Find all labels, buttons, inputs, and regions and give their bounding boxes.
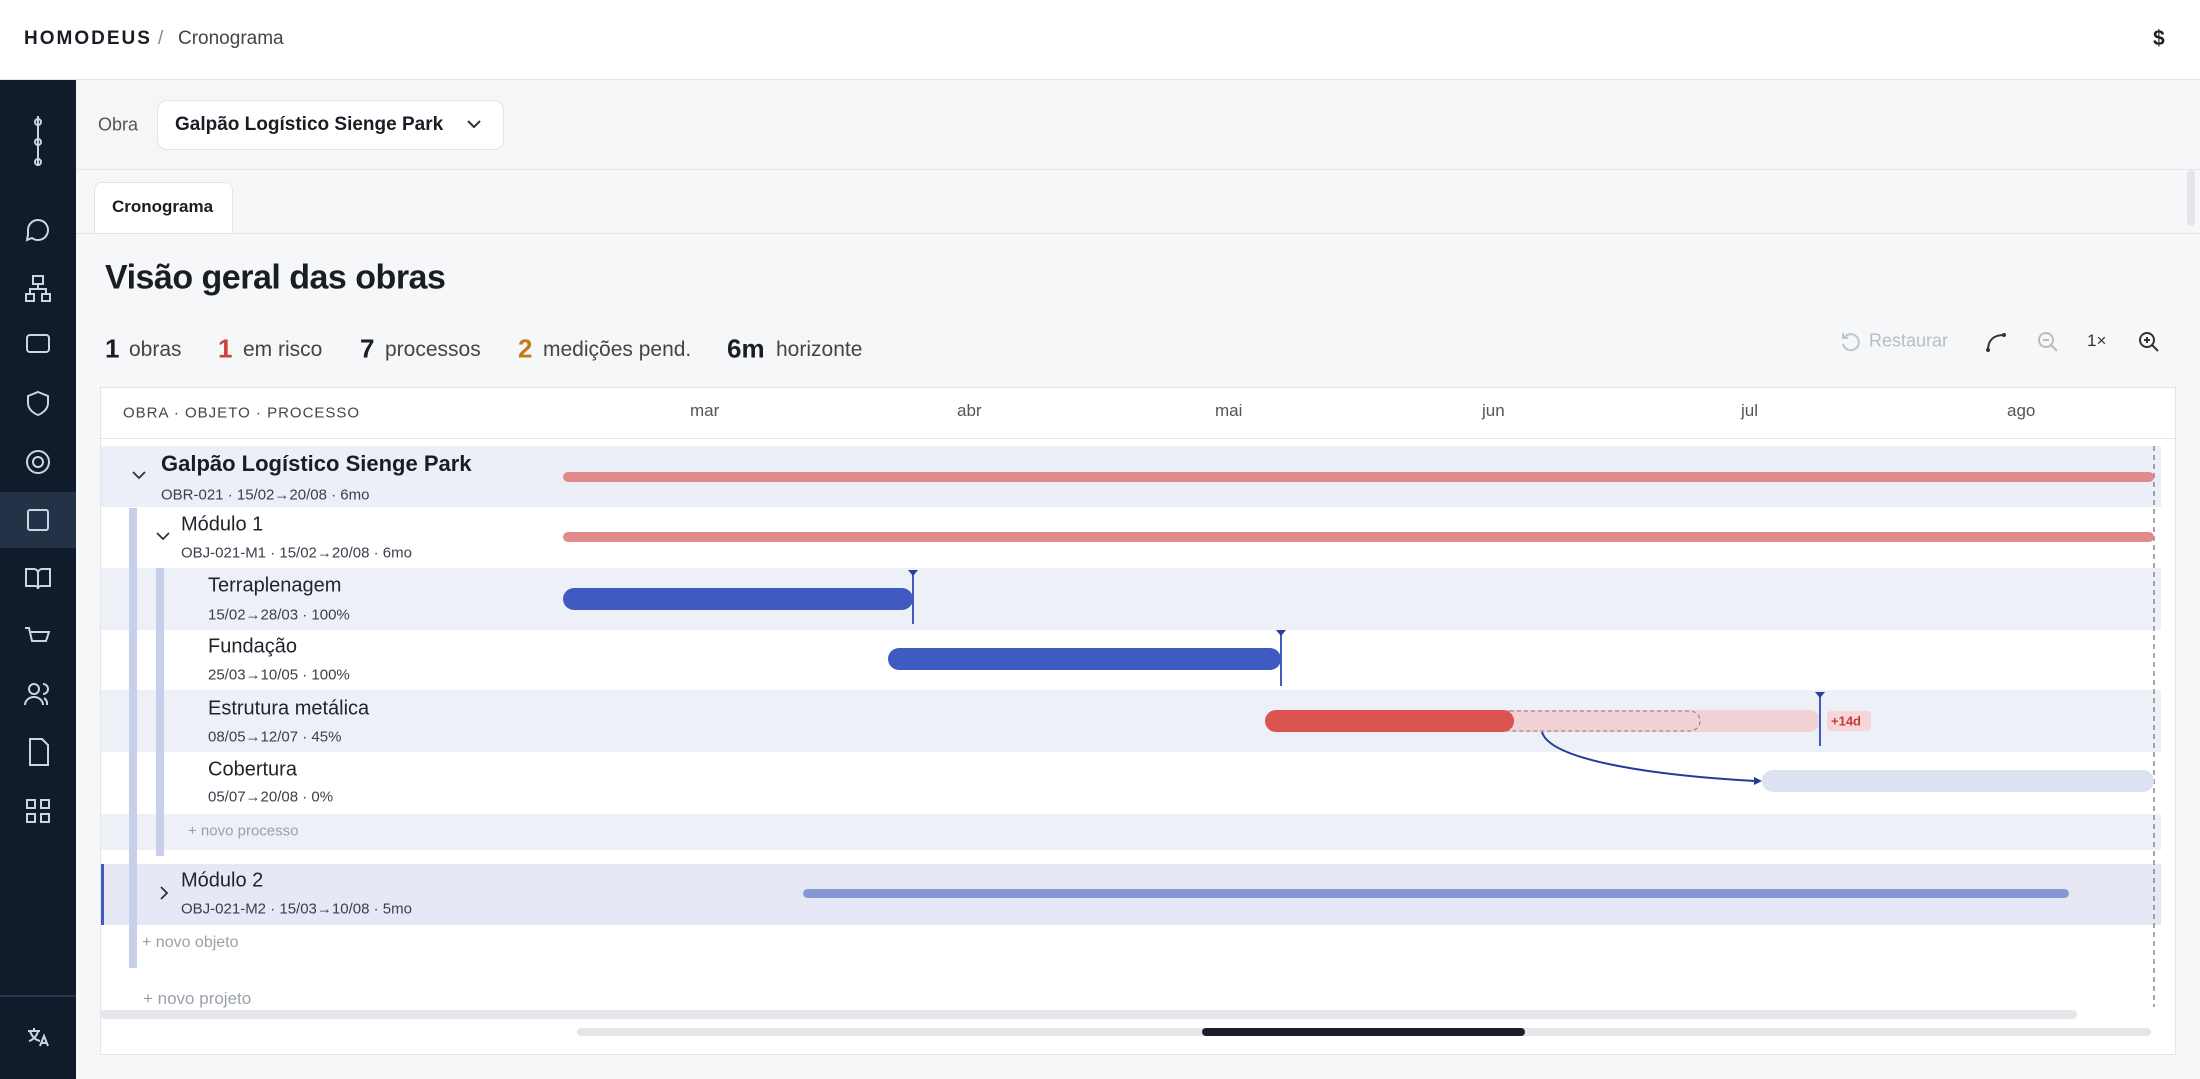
stat-label: medições pend. [543,338,692,361]
page-scrollbar[interactable] [2187,170,2195,226]
stat-value: 1 [218,333,233,364]
project-select[interactable] [157,100,504,150]
bar[interactable] [888,648,1281,670]
bar[interactable] [563,472,2154,482]
currency-button[interactable]: $ [2153,27,2165,50]
target-icon[interactable] [26,450,50,474]
month-label: jul [1741,401,1759,420]
org-icon[interactable] [25,275,51,302]
stat-label: obras [129,338,182,361]
milestone-head [1815,692,1825,698]
row-meta: 25/03→10/05 · 100% [208,666,350,684]
top-bar [0,0,2200,80]
dependency-toggle[interactable] [1984,330,2008,354]
delay-badge-label: +14d [1831,713,1861,729]
row-meta: OBJ-021-M2 · 15/03→10/08 · 5mo [181,900,412,918]
delay-badge [1827,711,1871,731]
milestone-head [1276,630,1286,636]
dependency-arrow [1754,777,1762,785]
bar[interactable] [1762,770,2154,792]
month-label: mai [1215,401,1243,420]
scrollbar-thumb[interactable] [1202,1028,1525,1036]
scrollbar-track [100,1010,2077,1019]
stat-label: em risco [243,338,323,361]
stat-value: 6m [727,333,765,364]
project-selected: Galpão Logístico Sienge Park [175,114,444,135]
add-process[interactable]: + novo processo [188,822,299,840]
bar[interactable] [803,889,2069,898]
breadcrumb-separator: / [158,28,164,49]
bar[interactable] [563,588,913,610]
stat-label: processos [385,338,481,361]
bar[interactable] [1265,710,1514,732]
expand-chevron[interactable] [160,886,169,900]
milestone-head [908,570,918,576]
row-name[interactable]: Módulo 2 [181,869,264,892]
stat-value: 1 [105,333,120,364]
stat-value: 7 [360,333,375,364]
column-header: OBRA · OBJETO · PROCESSO [123,404,361,422]
tab-border [76,233,2200,234]
row-meta: OBR-021 · 15/02→20/08 · 6mo [161,486,370,504]
wallet-icon[interactable] [26,334,50,353]
restore-button[interactable]: Restaurar [1869,330,1949,351]
cart-icon[interactable] [25,627,51,642]
apps-icon[interactable] [26,799,50,823]
row-name[interactable]: Fundação [208,635,297,658]
project-label: Obra [98,114,139,135]
breadcrumb-page: Cronograma [178,28,284,49]
users-icon[interactable] [24,683,49,706]
zoom-in[interactable] [2137,330,2161,354]
collapse-chevron[interactable] [132,471,146,480]
brand[interactable]: HOMODEUS [24,28,152,49]
indent-guide [129,508,137,968]
row-meta: 08/05→12/07 · 45% [208,728,342,746]
stat-label: horizonte [776,338,863,361]
row-meta: 15/02→28/03 · 100% [208,606,350,624]
add-project[interactable]: + novo projeto [143,989,252,1008]
month-label: mar [690,401,720,420]
tab[interactable] [94,182,233,234]
language-icon[interactable] [28,1028,49,1047]
restore-icon [1842,333,1860,352]
row-name[interactable]: Terraplenagem [208,574,342,597]
month-label: abr [957,401,982,420]
collapse-chevron[interactable] [156,532,170,541]
indent-guide [156,568,164,856]
sidebar-icons [0,116,76,1047]
zoom-out[interactable] [2036,330,2060,354]
row-meta: 05/07→20/08 · 0% [208,788,334,806]
month-label: jun [1482,401,1505,420]
row-name[interactable]: Estrutura metálica [208,697,370,720]
schedule-icon[interactable] [27,509,49,531]
add-object[interactable]: + novo objeto [142,934,239,951]
logo-icon[interactable] [34,116,42,166]
document-icon[interactable] [29,738,49,766]
row-name[interactable]: Módulo 1 [181,513,264,536]
page-title: Visão geral das obras [105,258,446,297]
select-chevron [467,120,481,129]
row-name[interactable]: Galpão Logístico Sienge Park [161,451,472,476]
row-name[interactable]: Cobertura [208,758,297,781]
bar[interactable] [563,532,2154,542]
row-meta: OBJ-021-M1 · 15/02→20/08 · 6mo [181,544,412,562]
gantt-header-border [100,438,2176,439]
row-bg [101,814,2161,850]
row-bg [101,568,2161,630]
tab-label: Cronograma [112,197,214,216]
shield-icon[interactable] [27,390,49,417]
book-icon[interactable] [25,568,51,590]
chat-icon[interactable] [25,219,49,242]
zoom-level: 1× [2087,331,2107,350]
stat-value: 2 [518,333,533,364]
month-label: ago [2007,401,2036,420]
sidebar-active [0,492,76,548]
dependency-link [1541,731,1756,782]
